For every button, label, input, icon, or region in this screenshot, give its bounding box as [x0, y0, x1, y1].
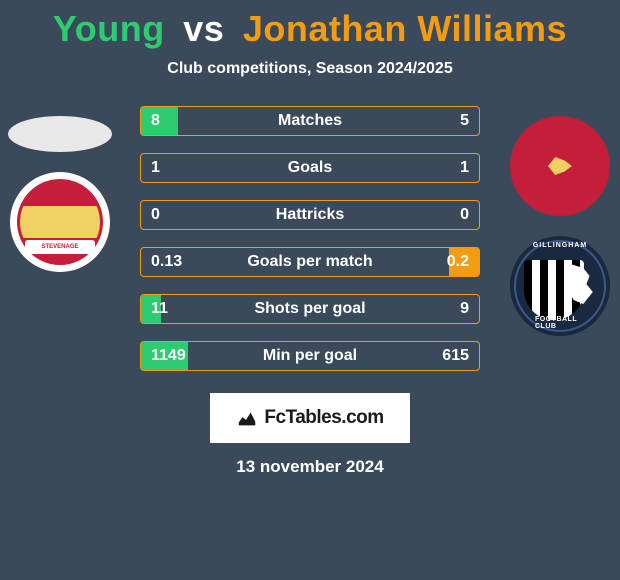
- stat-label: Shots per goal: [254, 300, 365, 318]
- stat-bar: 8 5 Matches: [140, 106, 480, 136]
- stat-label: Goals: [288, 159, 332, 177]
- stat-value-right: 9: [460, 300, 469, 318]
- stat-value-right: 615: [442, 347, 469, 365]
- stat-label: Min per goal: [263, 347, 357, 365]
- gillingham-text-bottom: FOOTBALL CLUB: [535, 316, 585, 330]
- comparison-card: Young vs Jonathan Williams Club competit…: [0, 0, 620, 580]
- stats-area: STEVENAGE GILLINGHAM FOOTBALL CLUB 8 5 Mat…: [0, 106, 620, 371]
- stat-bar: 0.13 0.2 Goals per match: [140, 247, 480, 277]
- stat-value-left: 1: [151, 159, 160, 177]
- player2-club-badge: GILLINGHAM FOOTBALL CLUB: [510, 236, 610, 336]
- stat-value-left: 11: [151, 300, 168, 318]
- stat-label: Goals per match: [247, 253, 372, 271]
- stat-value-left: 0.13: [151, 253, 182, 271]
- stat-value-right: 5: [460, 112, 469, 130]
- stevenage-crest-icon: STEVENAGE: [17, 179, 103, 265]
- stat-value-left: 1149: [151, 347, 186, 365]
- stat-value-right: 0.2: [447, 253, 469, 271]
- brand-logo: FcTables.com: [210, 393, 409, 443]
- chart-icon: [236, 407, 258, 429]
- footer: FcTables.com 13 november 2024: [0, 393, 620, 477]
- right-column: GILLINGHAM FOOTBALL CLUB: [500, 106, 620, 336]
- stat-value-left: 8: [151, 112, 160, 130]
- player1-photo-placeholder: [8, 116, 112, 152]
- stat-bars: 85Matches11Goals00Hattricks0.130.2Goals …: [140, 106, 480, 371]
- vs-text: vs: [183, 8, 224, 49]
- player1-club-badge: STEVENAGE: [10, 172, 110, 272]
- stat-bar: 1 1 Goals: [140, 153, 480, 183]
- title-row: Young vs Jonathan Williams: [0, 0, 620, 50]
- gillingham-text-top: GILLINGHAM: [533, 242, 587, 249]
- stat-value-right: 0: [460, 206, 469, 224]
- stat-bar: 1149 615 Min per goal: [140, 341, 480, 371]
- date-text: 13 november 2024: [236, 457, 383, 477]
- player2-photo: [510, 116, 610, 216]
- left-column: STEVENAGE: [0, 106, 120, 272]
- player1-name: Young: [53, 8, 165, 49]
- stat-bar: 11 9 Shots per goal: [140, 294, 480, 324]
- player2-name: Jonathan Williams: [243, 8, 567, 49]
- stat-label: Hattricks: [276, 206, 344, 224]
- subtitle: Club competitions, Season 2024/2025: [0, 60, 620, 78]
- brand-text: FcTables.com: [264, 407, 383, 429]
- stevenage-banner: STEVENAGE: [25, 240, 95, 254]
- stat-value-left: 0: [151, 206, 160, 224]
- stat-label: Matches: [278, 112, 342, 130]
- wales-dragon-icon: [548, 157, 572, 175]
- stat-bar: 0 0 Hattricks: [140, 200, 480, 230]
- stat-value-right: 1: [460, 159, 469, 177]
